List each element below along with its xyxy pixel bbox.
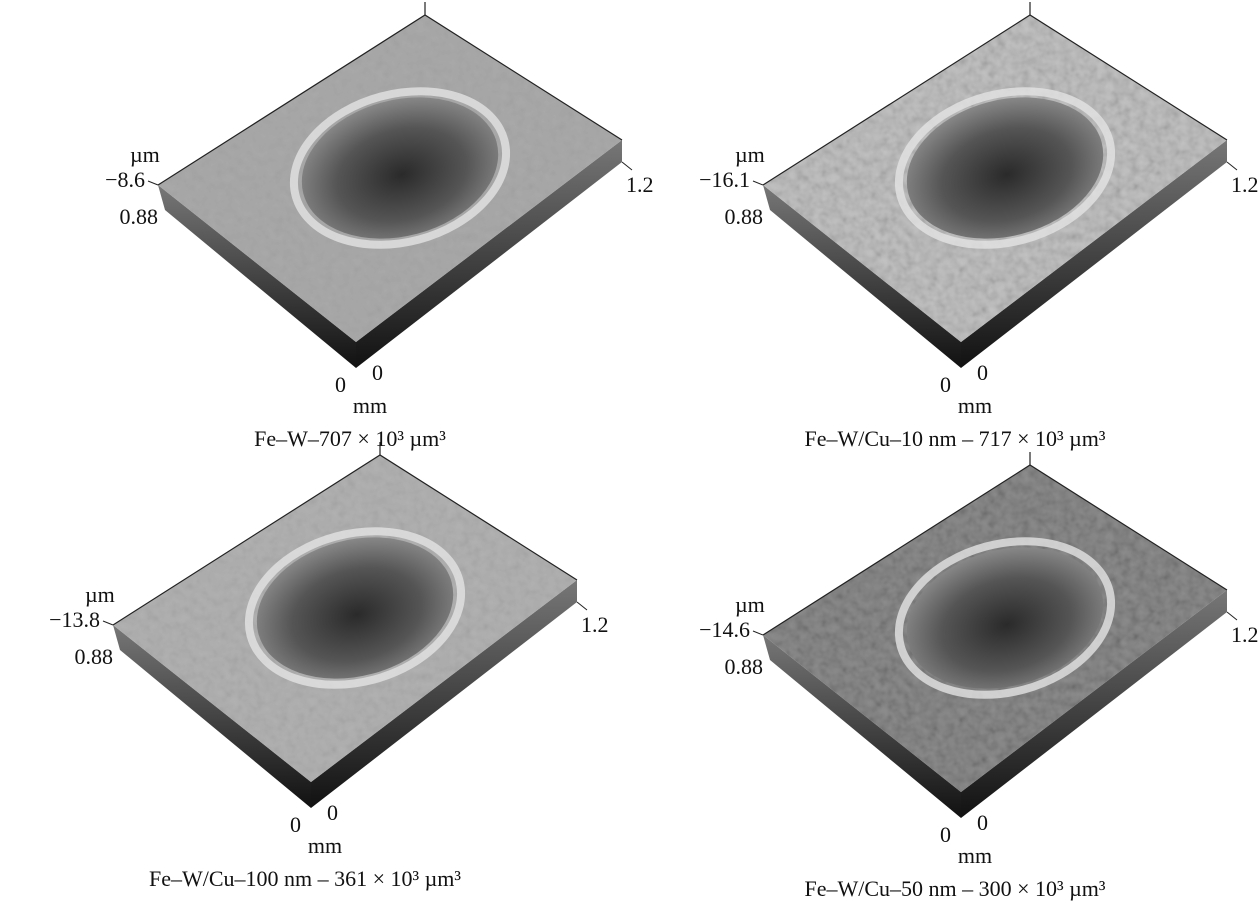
- z-value: −13.8: [49, 607, 100, 632]
- x-origin-label: 0: [327, 800, 338, 825]
- surface-panel: µm−8.6 0.88 1.2 0 0 mm Fe–W–707 × 10³ µm³: [105, 2, 653, 451]
- y-max-label: 0.88: [120, 204, 159, 229]
- z-unit: µm: [735, 142, 765, 167]
- z-unit: µm: [85, 582, 115, 607]
- z-value: −16.1: [699, 167, 750, 192]
- x-max-label: 1.2: [1231, 622, 1259, 647]
- y-origin-label: 0: [335, 372, 346, 397]
- y-max-label: 0.88: [725, 204, 764, 229]
- panel-caption: Fe–W/Cu–10 nm – 717 × 10³ µm³: [804, 426, 1105, 451]
- panel-caption: Fe–W–707 × 10³ µm³: [254, 426, 446, 451]
- x-max-label: 1.2: [1231, 172, 1259, 197]
- panel-caption: Fe–W/Cu–50 nm – 300 × 10³ µm³: [804, 876, 1105, 901]
- xy-unit: mm: [958, 393, 992, 418]
- y-origin-label: 0: [290, 812, 301, 837]
- axis-tick: [753, 181, 763, 185]
- x-origin-label: 0: [977, 360, 988, 385]
- z-unit: µm: [735, 592, 765, 617]
- surface-panel: µm−14.6 0.88 1.2 0 0 mm Fe–W/Cu–50 nm – 300 × …: [699, 452, 1258, 901]
- xy-unit: mm: [353, 393, 387, 418]
- z-value: −14.6: [699, 617, 750, 642]
- y-origin-label: 0: [940, 372, 951, 397]
- x-origin-label: 0: [977, 810, 988, 835]
- axis-tick: [577, 602, 587, 610]
- z-value: −8.6: [105, 167, 145, 192]
- axis-tick: [103, 621, 113, 625]
- z-unit: µm: [130, 142, 160, 167]
- axis-tick: [148, 181, 158, 185]
- axis-tick: [622, 162, 632, 170]
- y-max-label: 0.88: [725, 654, 764, 679]
- axis-tick: [1227, 162, 1237, 170]
- xy-unit: mm: [308, 833, 342, 858]
- xy-unit: mm: [958, 843, 992, 868]
- panel-caption: Fe–W/Cu–100 nm – 361 × 10³ µm³: [149, 866, 461, 891]
- surface-panel: µm−13.8 0.88 1.2 0 0 mm Fe–W/Cu–100 nm – 361 ×…: [49, 442, 608, 891]
- axis-tick: [1227, 612, 1237, 620]
- y-max-label: 0.88: [75, 644, 114, 669]
- x-max-label: 1.2: [626, 172, 654, 197]
- x-origin-label: 0: [372, 360, 383, 385]
- surface-panel: µm−16.1 0.88 1.2 0 0 mm Fe–W/Cu–10 nm – 717 × …: [699, 2, 1258, 451]
- y-origin-label: 0: [940, 822, 951, 847]
- x-max-label: 1.2: [581, 612, 609, 637]
- axis-tick: [753, 631, 763, 635]
- figure: µm−8.60.881.200mmFe–W–707 × 10³ µm³µm−16…: [0, 0, 1260, 909]
